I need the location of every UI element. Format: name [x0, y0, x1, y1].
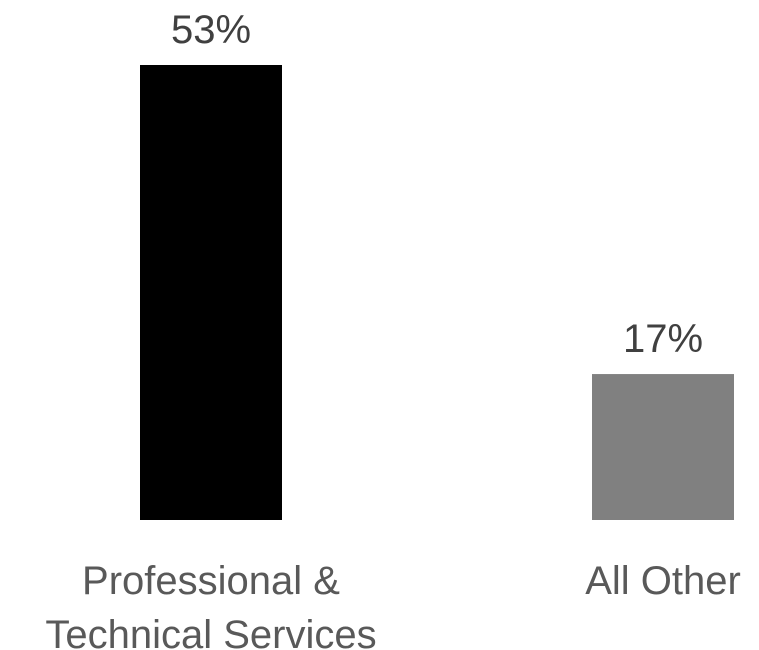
- category-label-0-line-1: Technical Services: [45, 613, 376, 650]
- category-label-1-line-0: All Other: [585, 559, 741, 603]
- category-label-0-line-0: Professional &: [82, 559, 340, 603]
- bar-0: [140, 65, 282, 520]
- data-label-0: 53%: [171, 8, 251, 52]
- data-label-1: 17%: [623, 317, 703, 361]
- bar-1: [592, 374, 734, 520]
